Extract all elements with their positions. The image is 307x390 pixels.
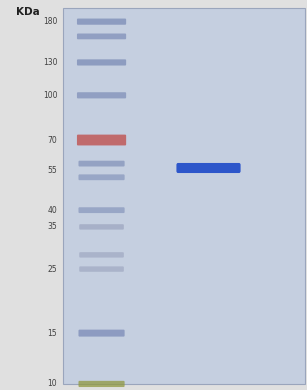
Text: 70: 70 <box>48 136 57 145</box>
Text: 25: 25 <box>48 264 57 273</box>
Text: 35: 35 <box>48 222 57 231</box>
Text: 55: 55 <box>48 166 57 175</box>
FancyBboxPatch shape <box>79 252 124 257</box>
FancyBboxPatch shape <box>79 330 125 337</box>
FancyBboxPatch shape <box>177 163 241 173</box>
FancyBboxPatch shape <box>77 34 126 39</box>
Text: 40: 40 <box>48 206 57 214</box>
FancyBboxPatch shape <box>79 161 125 167</box>
Text: 100: 100 <box>43 91 57 100</box>
FancyBboxPatch shape <box>77 59 126 66</box>
Text: 180: 180 <box>43 17 57 26</box>
FancyBboxPatch shape <box>77 19 126 25</box>
Text: 130: 130 <box>43 58 57 67</box>
FancyBboxPatch shape <box>79 207 125 213</box>
FancyBboxPatch shape <box>77 135 126 145</box>
Text: KDa: KDa <box>16 7 40 16</box>
FancyBboxPatch shape <box>79 174 125 180</box>
FancyBboxPatch shape <box>79 266 124 272</box>
Bar <box>63 9 305 384</box>
FancyBboxPatch shape <box>77 92 126 98</box>
Text: 15: 15 <box>48 329 57 338</box>
FancyBboxPatch shape <box>79 224 124 230</box>
Text: 10: 10 <box>48 379 57 388</box>
FancyBboxPatch shape <box>79 381 125 387</box>
